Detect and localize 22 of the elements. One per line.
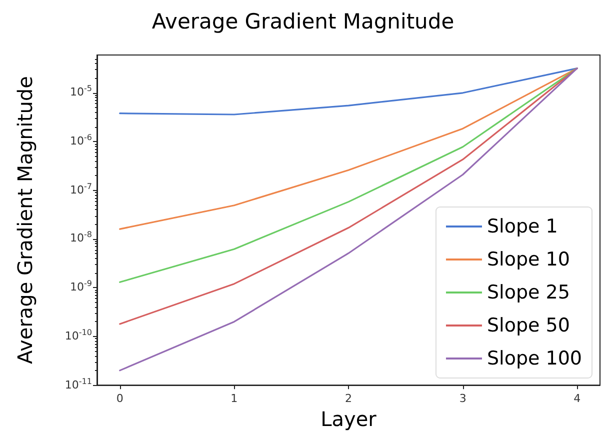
y-tick-label: 10$^{-5}$ [70, 83, 92, 100]
y-tick-label: 10$^{-8}$ [70, 229, 92, 246]
y-tick-label: 10$^{-6}$ [70, 132, 92, 148]
y-tick-label: 10$^{-7}$ [70, 180, 92, 196]
line-series [119, 67, 578, 283]
chart-title: Average Gradient Magnitude [152, 10, 454, 34]
x-tick-label: 1 [230, 392, 238, 406]
legend-label: Slope 10 [486, 248, 570, 270]
y-axis-title: Average Gradient Magnitude [13, 76, 37, 364]
line-series [119, 67, 578, 116]
legend-label: Slope 25 [486, 282, 570, 304]
y-tick-label: 10$^{-9}$ [70, 278, 92, 294]
legend-label: Slope 50 [486, 314, 570, 336]
y-tick-label: 10$^{-10}$ [64, 326, 92, 343]
x-tick-label: 0 [116, 392, 124, 406]
legend-label: Slope 1 [486, 216, 558, 238]
x-tick-label: 4 [574, 392, 581, 406]
x-tick-label: 2 [345, 392, 352, 406]
x-axis-title: Layer [320, 407, 378, 431]
legend-label: Slope 100 [486, 348, 582, 370]
y-tick-label: 10$^{-11}$ [64, 376, 92, 392]
x-tick-label: 3 [459, 392, 466, 406]
